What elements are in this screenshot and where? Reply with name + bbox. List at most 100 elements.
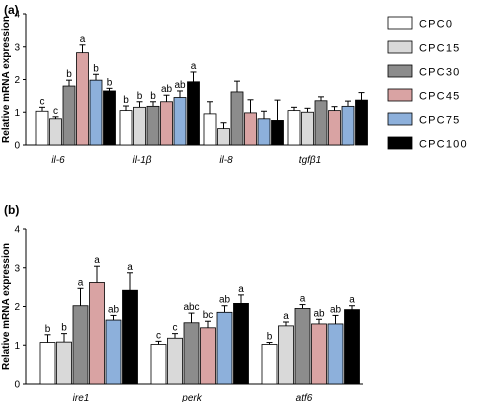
significance-letter: ab bbox=[174, 80, 186, 91]
bar-cpc45 bbox=[76, 52, 89, 146]
significance-letter: ab bbox=[219, 295, 231, 306]
significance-letter: a bbox=[349, 295, 355, 306]
significance-letter: bc bbox=[203, 310, 214, 321]
bar-cpc30 bbox=[72, 305, 89, 385]
bar-cpc15 bbox=[49, 118, 62, 146]
bar-cpc0 bbox=[119, 110, 133, 146]
bar-cpc75 bbox=[89, 79, 103, 146]
y-axis-label: Relative mRNA expression bbox=[1, 243, 12, 370]
bar-cpc45 bbox=[160, 101, 173, 146]
x-category-label: perk bbox=[181, 393, 202, 402]
bar-cpc100 bbox=[271, 120, 284, 146]
y-tick-label: 0 bbox=[14, 380, 20, 391]
legend-label-cpc100: CPC100 bbox=[419, 139, 468, 151]
legend-swatch-cpc75 bbox=[387, 112, 413, 126]
significance-letter: abc bbox=[183, 302, 199, 313]
bar-cpc30 bbox=[62, 85, 76, 146]
legend-swatch-cpc100 bbox=[387, 136, 413, 150]
bar-cpc45 bbox=[328, 110, 341, 146]
bar-cpc30 bbox=[314, 100, 328, 146]
y-tick-label: 4 bbox=[14, 10, 20, 21]
legend-label-cpc30: CPC30 bbox=[419, 67, 460, 79]
bar-cpc15 bbox=[167, 337, 183, 385]
panel-label-b: (b) bbox=[4, 203, 19, 217]
significance-letter: b bbox=[150, 91, 156, 102]
panel-label-a: (a) bbox=[4, 3, 19, 17]
significance-letter: b bbox=[137, 91, 143, 102]
bar-cpc100 bbox=[187, 81, 200, 146]
bar-cpc75 bbox=[327, 323, 344, 385]
legend-label-cpc0: CPC0 bbox=[419, 19, 453, 31]
significance-letter: b bbox=[123, 95, 129, 106]
y-tick-label: 3 bbox=[14, 263, 20, 274]
significance-letter: b bbox=[66, 69, 72, 80]
bar-cpc15 bbox=[301, 111, 314, 146]
bar-cpc45 bbox=[311, 323, 327, 385]
x-category-label: il-6 bbox=[51, 155, 65, 166]
significance-letter: b bbox=[93, 63, 99, 74]
bar-cpc30 bbox=[183, 322, 200, 385]
legend-swatch-cpc0 bbox=[387, 16, 413, 30]
significance-letter: ab bbox=[330, 304, 342, 315]
legend-swatch-cpc45 bbox=[387, 88, 413, 102]
significance-letter: c bbox=[173, 323, 178, 334]
bar-cpc100 bbox=[103, 90, 116, 146]
bar-cpc0 bbox=[35, 110, 49, 146]
significance-letter: b bbox=[267, 332, 273, 343]
y-axis-label: Relative mRNA expression bbox=[1, 16, 12, 143]
significance-letter: c bbox=[53, 106, 58, 117]
legend-swatch-cpc15 bbox=[387, 40, 413, 54]
legend-swatch-cpc30 bbox=[387, 64, 413, 78]
y-tick-label: 3 bbox=[14, 42, 20, 53]
significance-letter: a bbox=[127, 262, 133, 273]
bar-cpc15 bbox=[278, 325, 294, 385]
significance-letter: a bbox=[80, 34, 86, 45]
y-tick-label: 1 bbox=[14, 108, 20, 119]
legend-label-cpc45: CPC45 bbox=[419, 91, 460, 103]
significance-letter: a bbox=[283, 311, 289, 322]
x-category-label: tgfβ1 bbox=[299, 155, 321, 166]
significance-letter: ab bbox=[161, 84, 173, 95]
bar-cpc0 bbox=[39, 342, 56, 385]
y-tick-label: 0 bbox=[14, 141, 20, 152]
x-category-label: ire1 bbox=[73, 393, 90, 402]
bar-cpc100 bbox=[233, 302, 249, 385]
significance-letter: b bbox=[45, 324, 51, 335]
significance-letter: c bbox=[156, 330, 161, 341]
bar-cpc75 bbox=[173, 97, 187, 146]
significance-letter: ab bbox=[108, 304, 120, 315]
bar-cpc100 bbox=[122, 289, 138, 385]
y-tick-label: 2 bbox=[14, 75, 20, 86]
x-category-label: il-1β bbox=[132, 155, 151, 166]
bar-cpc45 bbox=[200, 327, 216, 385]
x-category-label: il-8 bbox=[219, 155, 233, 166]
bar-cpc30 bbox=[230, 91, 244, 146]
significance-letter: a bbox=[94, 255, 100, 266]
bar-cpc0 bbox=[261, 344, 278, 385]
bar-cpc15 bbox=[133, 106, 146, 146]
significance-letter: b bbox=[107, 77, 113, 88]
significance-letter: a bbox=[238, 284, 244, 295]
y-tick-label: 2 bbox=[14, 302, 20, 313]
legend-label-cpc15: CPC15 bbox=[419, 43, 460, 55]
significance-letter: a bbox=[300, 294, 306, 305]
y-tick-label: 1 bbox=[14, 341, 20, 352]
significance-letter: a bbox=[78, 277, 84, 288]
x-category-label: atf6 bbox=[296, 393, 313, 402]
bar-cpc30 bbox=[146, 105, 160, 146]
bar-cpc45 bbox=[244, 112, 257, 146]
significance-letter: c bbox=[40, 96, 45, 107]
significance-letter: a bbox=[191, 61, 197, 72]
bar-cpc75 bbox=[257, 118, 271, 146]
bar-cpc100 bbox=[344, 309, 360, 385]
significance-letter: ab bbox=[313, 308, 325, 319]
bar-cpc30 bbox=[294, 308, 311, 385]
bar-cpc0 bbox=[203, 113, 217, 146]
bar-cpc100 bbox=[355, 99, 368, 146]
legend-label-cpc75: CPC75 bbox=[419, 115, 460, 127]
bar-cpc15 bbox=[56, 341, 72, 385]
bar-cpc0 bbox=[150, 344, 167, 385]
bar-cpc15 bbox=[217, 128, 230, 146]
bar-cpc75 bbox=[216, 311, 233, 385]
